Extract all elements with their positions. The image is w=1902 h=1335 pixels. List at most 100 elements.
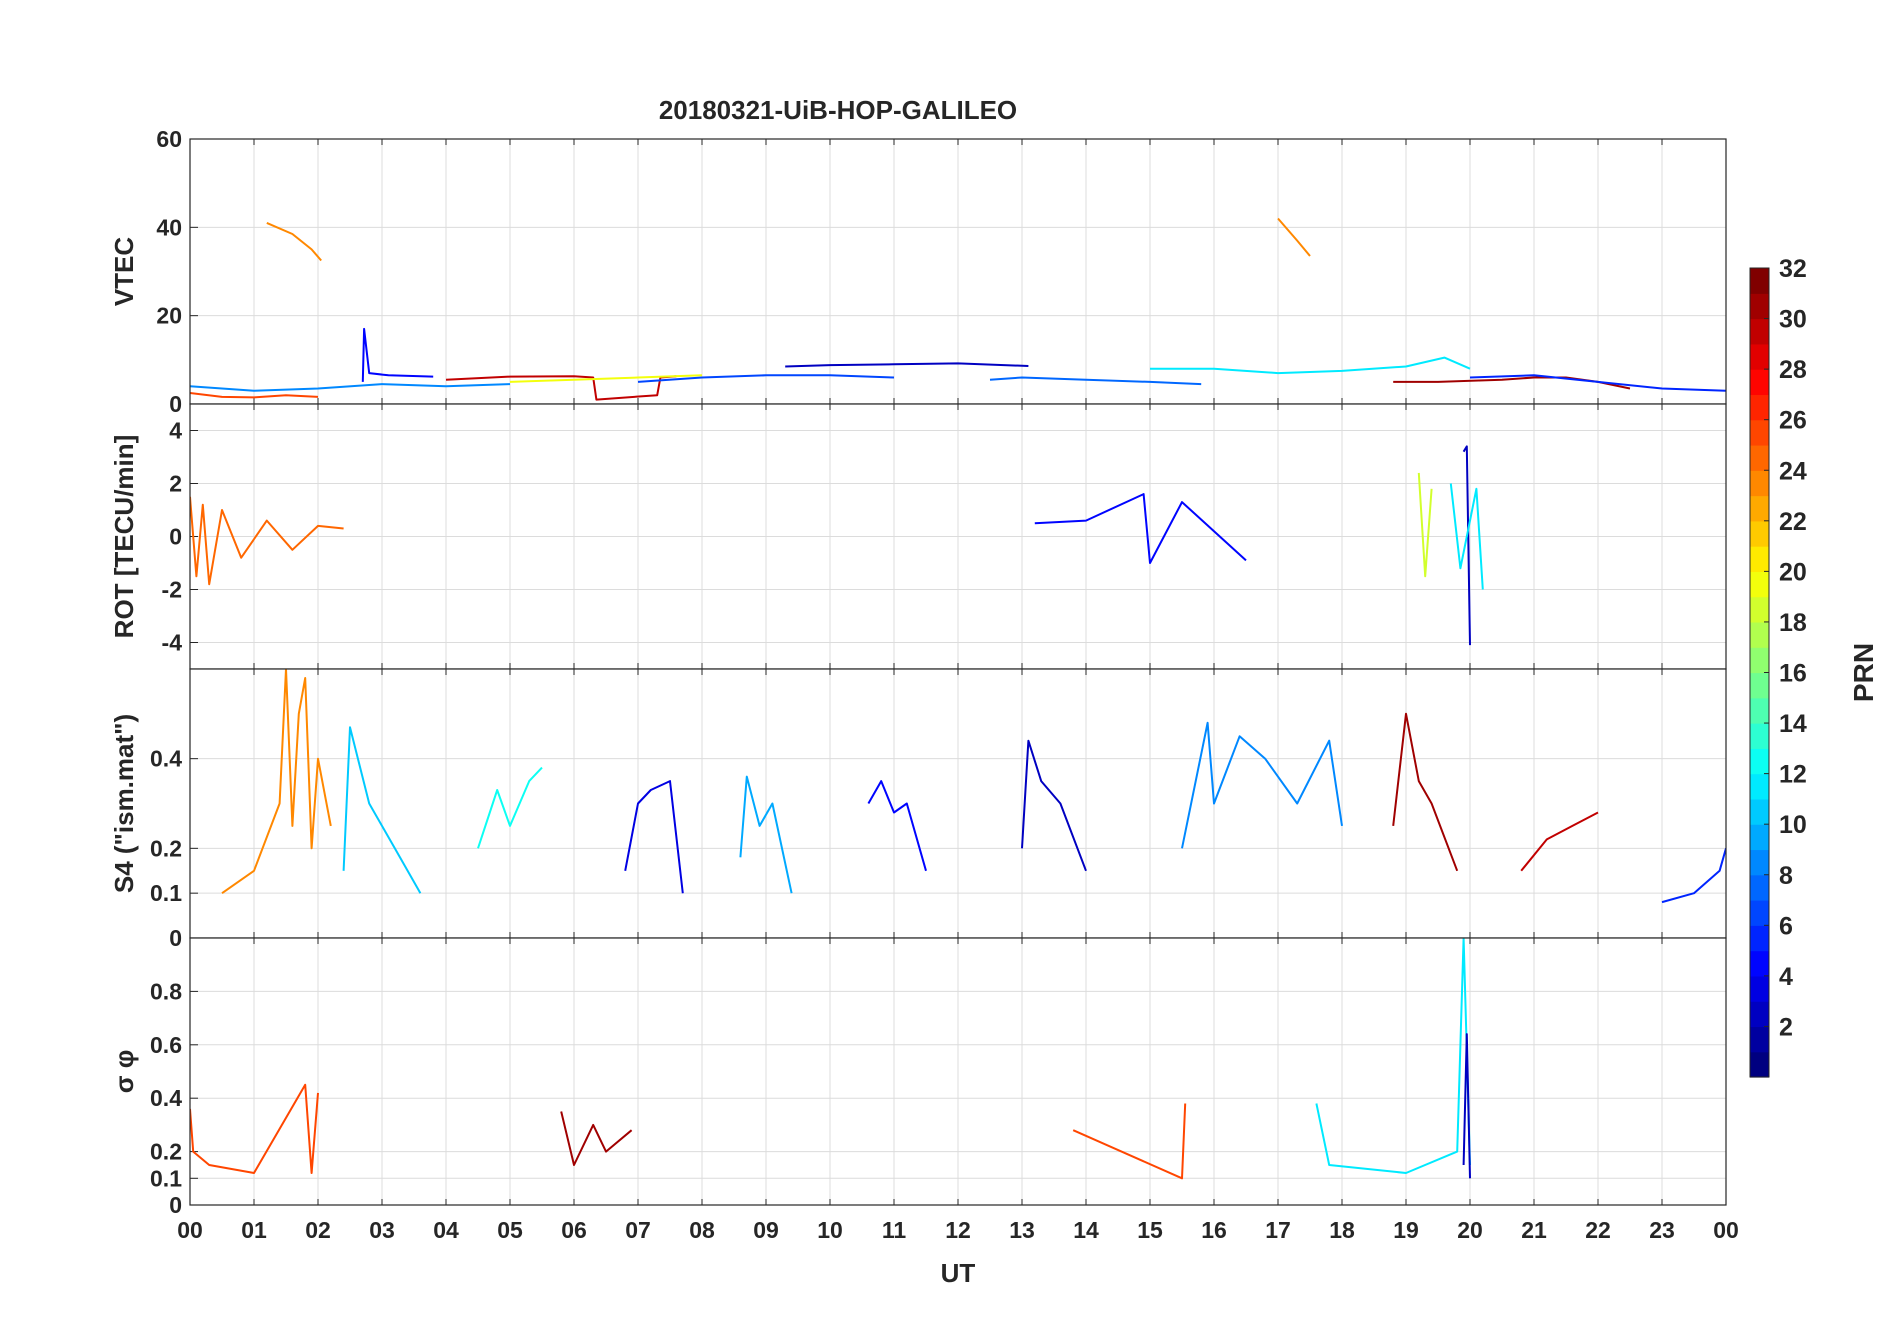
series-line-prn-6 xyxy=(1469,374,1726,392)
y-tick-label: 0 xyxy=(169,925,182,951)
series-line-prn-24 xyxy=(221,669,332,895)
colorbar-tick-label: 18 xyxy=(1779,609,1807,637)
colorbar-tick-label: 32 xyxy=(1779,255,1807,283)
colorbar-tick-label: 20 xyxy=(1779,558,1807,586)
series-line-prn-5 xyxy=(867,780,927,872)
colorbar-segment xyxy=(1750,394,1769,421)
colorbar-segment xyxy=(1750,268,1769,294)
x-tick-label: 10 xyxy=(817,1217,843,1243)
x-tick-label: 07 xyxy=(625,1217,651,1243)
y-tick-label: 0.1 xyxy=(150,880,182,906)
colorbar-label: PRN xyxy=(1848,643,1879,702)
colorbar-segment xyxy=(1750,874,1769,901)
colorbar-tick-label: 26 xyxy=(1779,407,1807,435)
y-tick-label: -2 xyxy=(162,577,182,603)
x-tick-label: 12 xyxy=(945,1217,971,1243)
y-tick-label: 0 xyxy=(169,1192,182,1218)
x-tick-label: 02 xyxy=(305,1217,331,1243)
panel-1: 0 20 40 60 VTEC xyxy=(109,126,1727,417)
y-tick-label: 0.2 xyxy=(150,835,182,861)
colorbar-segment xyxy=(1750,849,1769,876)
x-tick-label: 14 xyxy=(1073,1217,1099,1243)
x-tick-label: 17 xyxy=(1265,1217,1291,1243)
colorbar-segment xyxy=(1750,419,1769,446)
x-tick-label: 06 xyxy=(561,1217,587,1243)
x-tick-label: 04 xyxy=(433,1217,459,1243)
x-tick-label: 19 xyxy=(1393,1217,1419,1243)
series-group xyxy=(221,669,1726,904)
colorbar-tick-label: 12 xyxy=(1779,761,1807,789)
colorbar-segment xyxy=(1750,773,1769,800)
series-line-prn-5 xyxy=(361,327,434,382)
colorbar-segment xyxy=(1750,571,1769,598)
colorbar-segment xyxy=(1750,520,1769,547)
colorbar-segment xyxy=(1750,369,1769,396)
series-line-prn-7 xyxy=(637,374,895,383)
series-line-prn-24 xyxy=(1277,217,1311,257)
y-tick-label: 0.8 xyxy=(150,978,182,1004)
colorbar-segment xyxy=(1750,318,1769,345)
colorbar-segment xyxy=(1750,925,1769,952)
colorbar-segment xyxy=(1750,647,1769,674)
colorbar-segment xyxy=(1750,293,1769,320)
colorbar-segment xyxy=(1750,495,1769,522)
series-group xyxy=(190,445,1484,646)
colorbar-tick-label: 4 xyxy=(1779,963,1793,991)
colorbar-segment xyxy=(1750,1026,1769,1053)
series-line-prn-8 xyxy=(989,376,1202,386)
y-tick-label: 0.1 xyxy=(150,1165,182,1191)
series-line-prn-4 xyxy=(624,780,684,894)
x-tick-label: 23 xyxy=(1649,1217,1675,1243)
x-tick-label: 05 xyxy=(497,1217,523,1243)
colorbar-segment xyxy=(1750,824,1769,851)
y-tick-label: 60 xyxy=(156,126,182,152)
colorbar-segment xyxy=(1750,343,1769,370)
x-tick-label: 20 xyxy=(1457,1217,1483,1243)
colorbar-segment xyxy=(1750,1051,1769,1078)
x-axis-label: UT xyxy=(941,1258,976,1288)
colorbar-segment xyxy=(1750,697,1769,724)
series-line-prn-3 xyxy=(1021,739,1087,872)
series-line-prn-13 xyxy=(477,766,543,849)
panel-2: -4 -2 0 2 4 ROT [TECU/min] xyxy=(109,403,1727,670)
x-tick-label: 01 xyxy=(241,1217,267,1243)
x-tick-label: 08 xyxy=(689,1217,715,1243)
series-line-prn-26 xyxy=(1072,1103,1187,1180)
series-line-prn-3 xyxy=(785,362,1029,368)
colorbar-tick-label: 24 xyxy=(1779,457,1807,485)
series-line-prn-25 xyxy=(190,496,344,586)
colorbar-segment xyxy=(1750,1001,1769,1028)
colorbar-segment xyxy=(1750,621,1769,648)
colorbar-tick-label: 22 xyxy=(1779,508,1807,536)
colorbar-segment xyxy=(1750,900,1769,926)
series-line-prn-3 xyxy=(1462,1033,1471,1179)
x-tick-label: 00 xyxy=(177,1217,203,1243)
series-line-prn-31 xyxy=(1392,712,1459,872)
y-tick-label: 40 xyxy=(156,214,182,240)
colorbar-segment xyxy=(1750,672,1769,699)
colorbar-tick-label: 8 xyxy=(1779,862,1793,890)
series-line-prn-11 xyxy=(342,726,422,894)
y-axis-label: ROT [TECU/min] xyxy=(109,435,139,639)
colorbar-tick-label: 2 xyxy=(1779,1013,1793,1041)
series-line-prn-5 xyxy=(1034,493,1247,564)
panel-frame xyxy=(189,937,1727,1206)
y-tick-label: 20 xyxy=(156,303,182,329)
series-group xyxy=(190,217,1726,401)
panel-4: 00.10.2 0.4 0.6 0.8 σ φ xyxy=(109,937,1727,1218)
x-tick-label: 03 xyxy=(369,1217,395,1243)
series-line-prn-6 xyxy=(1661,848,1726,904)
y-tick-label: 4 xyxy=(169,418,182,444)
series-line-prn-12 xyxy=(1449,483,1484,590)
series-line-prn-24 xyxy=(266,221,322,262)
series-line-prn-30 xyxy=(1520,811,1599,872)
x-tick-label: 13 xyxy=(1009,1217,1035,1243)
y-tick-label: -4 xyxy=(162,630,183,656)
series-line-prn-12 xyxy=(1315,938,1471,1174)
series-line-prn-20 xyxy=(509,374,703,383)
series-line-prn-9 xyxy=(190,383,511,392)
panel-3: 0 0.1 0.2 0.4 S4 ("ism.mat") xyxy=(109,668,1727,951)
